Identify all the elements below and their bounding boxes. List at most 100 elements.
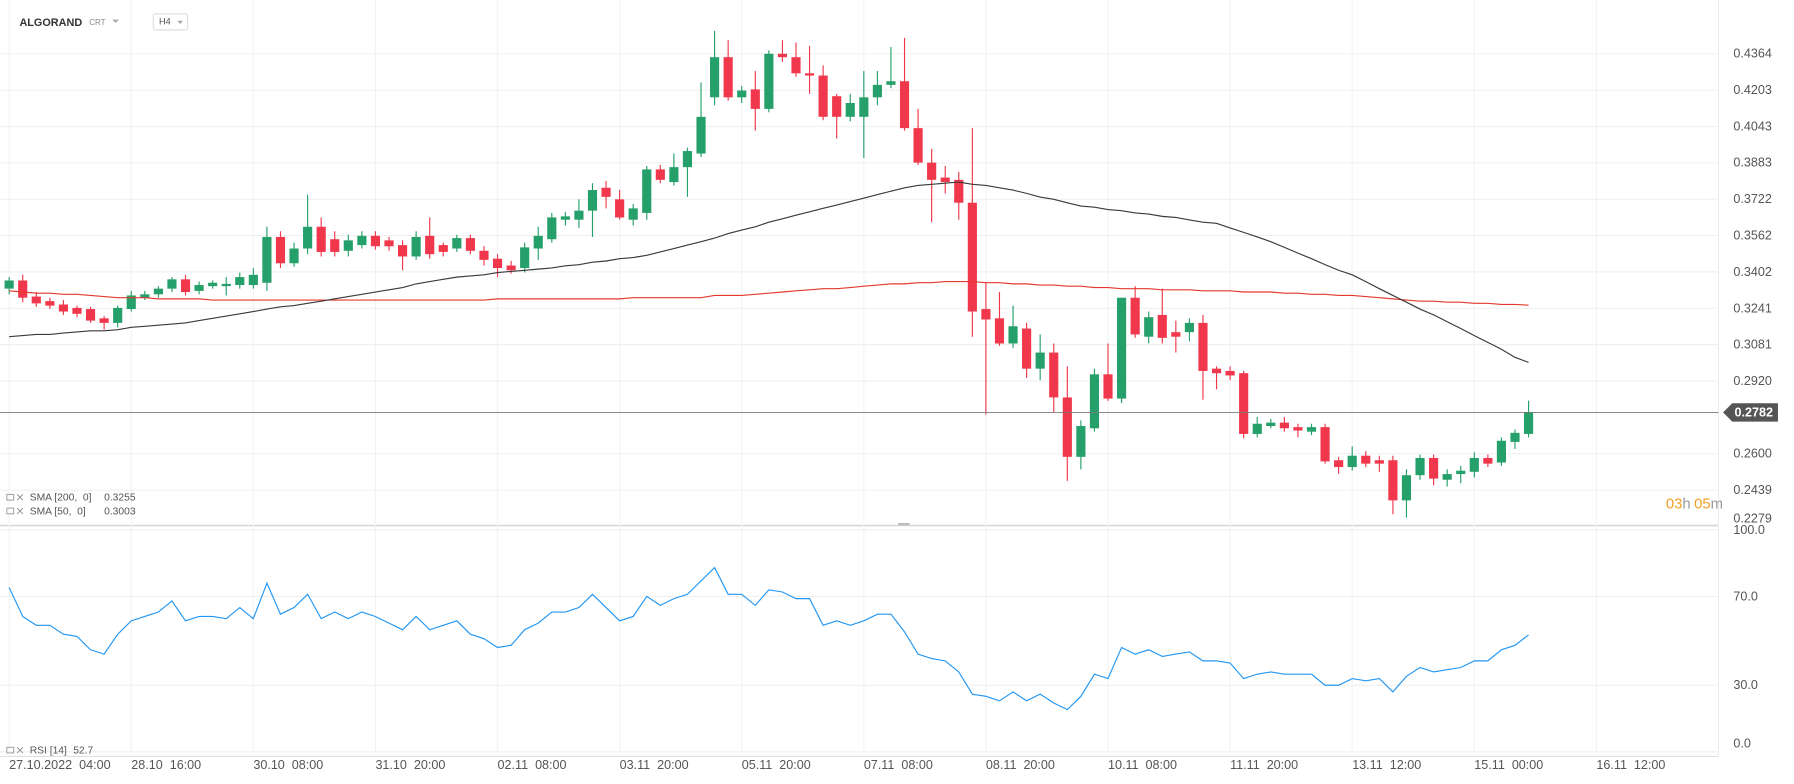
candle-body bbox=[1157, 314, 1167, 338]
timeframe-box[interactable] bbox=[152, 13, 189, 31]
candle-body bbox=[750, 89, 760, 109]
candle-body bbox=[1334, 460, 1344, 468]
candle-body bbox=[58, 304, 68, 312]
instrument-type[interactable]: CRT bbox=[89, 18, 105, 27]
candle-body bbox=[723, 57, 733, 98]
candle-body bbox=[425, 235, 435, 255]
indicator-line bbox=[8, 566, 1529, 711]
candle-body bbox=[1415, 457, 1425, 476]
candle-body bbox=[438, 245, 448, 252]
x-tick-label: 27.10.2022 04:00 bbox=[9, 758, 110, 772]
candle-body bbox=[1401, 475, 1412, 501]
x-tick-label: 11.11 20:00 bbox=[1230, 758, 1298, 772]
candle-body bbox=[994, 318, 1005, 344]
candle-body bbox=[126, 295, 136, 310]
candle-body bbox=[1062, 397, 1072, 457]
legend-name: RSI [14] bbox=[30, 745, 67, 756]
legend-close-icon bbox=[16, 494, 24, 501]
candle-body bbox=[913, 128, 923, 163]
candle-body bbox=[85, 309, 96, 321]
legend-value: 0.3255 bbox=[104, 493, 136, 504]
candle-body bbox=[954, 179, 964, 203]
plot-layer: 0.4364 0.4203 0.4043 0.3883 0.3722 0.3562 0.34… bbox=[0, 0, 1778, 772]
candle-body bbox=[737, 90, 747, 98]
x-tick-label: 28.10 16:00 bbox=[131, 758, 201, 772]
x-tick-label: 03.11 20:00 bbox=[620, 758, 689, 772]
candle-body bbox=[1496, 440, 1507, 463]
candle-body bbox=[506, 265, 516, 271]
candle-body bbox=[1103, 374, 1113, 399]
legend-name: SMA [50, 0] bbox=[30, 506, 86, 517]
candle-body bbox=[180, 279, 191, 293]
candle-body bbox=[343, 240, 353, 251]
candle-body bbox=[113, 307, 123, 323]
candle-body bbox=[1198, 322, 1208, 371]
candle-body bbox=[1076, 426, 1086, 457]
legend-icon bbox=[6, 507, 15, 515]
candle-body bbox=[967, 202, 977, 312]
candle-body bbox=[1347, 455, 1357, 468]
candle-body bbox=[1022, 328, 1032, 369]
candle-body bbox=[1211, 368, 1222, 374]
timeframe[interactable]: H4 bbox=[159, 16, 171, 26]
candle-body bbox=[1184, 322, 1194, 333]
y-tick-label: 0.2279 bbox=[1733, 511, 1771, 525]
y-tick-label: 0.4203 bbox=[1733, 83, 1771, 97]
y-tick-label: 0.2920 bbox=[1733, 374, 1771, 388]
candle-body bbox=[1035, 352, 1045, 369]
x-tick-label: 02.11 08:00 bbox=[498, 758, 567, 772]
candle-body bbox=[777, 53, 787, 58]
x-tick-label: 08.11 20:00 bbox=[986, 758, 1055, 772]
candle-body bbox=[1239, 373, 1249, 434]
candle-body bbox=[167, 279, 177, 289]
x-tick-label: 16.11 12:00 bbox=[1596, 758, 1665, 772]
candle-body bbox=[99, 318, 109, 323]
candle-body bbox=[1171, 332, 1181, 337]
candle-body bbox=[560, 216, 570, 220]
candle-body bbox=[1293, 427, 1303, 431]
candle-body bbox=[452, 238, 462, 249]
candle-body bbox=[886, 81, 896, 85]
candle-body bbox=[1374, 460, 1384, 464]
candle-body bbox=[1130, 297, 1140, 335]
candle-body bbox=[628, 208, 638, 220]
countdown: 03h 05m bbox=[1666, 497, 1723, 513]
candle-body bbox=[1469, 457, 1479, 472]
candle-body bbox=[316, 226, 326, 252]
candle-body bbox=[832, 96, 842, 117]
y-tick-label: 0.0 bbox=[1733, 737, 1751, 751]
candle-body bbox=[791, 57, 801, 74]
x-tick-label: 31.10 20:00 bbox=[375, 758, 445, 772]
candle-body bbox=[18, 280, 28, 298]
legend-icon bbox=[6, 746, 15, 754]
candle-body bbox=[45, 301, 55, 306]
candle-body bbox=[1089, 374, 1100, 429]
candle-body bbox=[872, 84, 882, 98]
pane-handle[interactable] bbox=[898, 523, 910, 526]
candle-body bbox=[1361, 455, 1371, 464]
legend-close-icon bbox=[16, 746, 24, 754]
candle-body bbox=[465, 238, 475, 251]
candle-body bbox=[397, 245, 408, 257]
candle-body bbox=[357, 235, 367, 246]
timeframe-caret[interactable] bbox=[177, 20, 184, 25]
candle-body bbox=[1252, 423, 1262, 434]
legend-value: 52.7 bbox=[73, 745, 93, 756]
candle-body bbox=[710, 57, 720, 98]
x-tick-label: 10.11 08:00 bbox=[1108, 758, 1177, 772]
y-tick-label: 0.3562 bbox=[1733, 228, 1771, 242]
candle-body bbox=[587, 190, 598, 211]
legend-close-icon bbox=[16, 507, 24, 515]
last-price-tag bbox=[1723, 403, 1778, 422]
type-caret[interactable] bbox=[112, 19, 119, 24]
candle-body bbox=[547, 217, 557, 240]
candle-body bbox=[1279, 422, 1289, 429]
x-tick-label: 30.10 08:00 bbox=[253, 758, 323, 772]
candle-body bbox=[275, 236, 286, 264]
candle-body bbox=[615, 199, 625, 218]
countdown-minutes-unit: m bbox=[1711, 497, 1723, 513]
y-tick-label: 0.3402 bbox=[1733, 265, 1771, 279]
